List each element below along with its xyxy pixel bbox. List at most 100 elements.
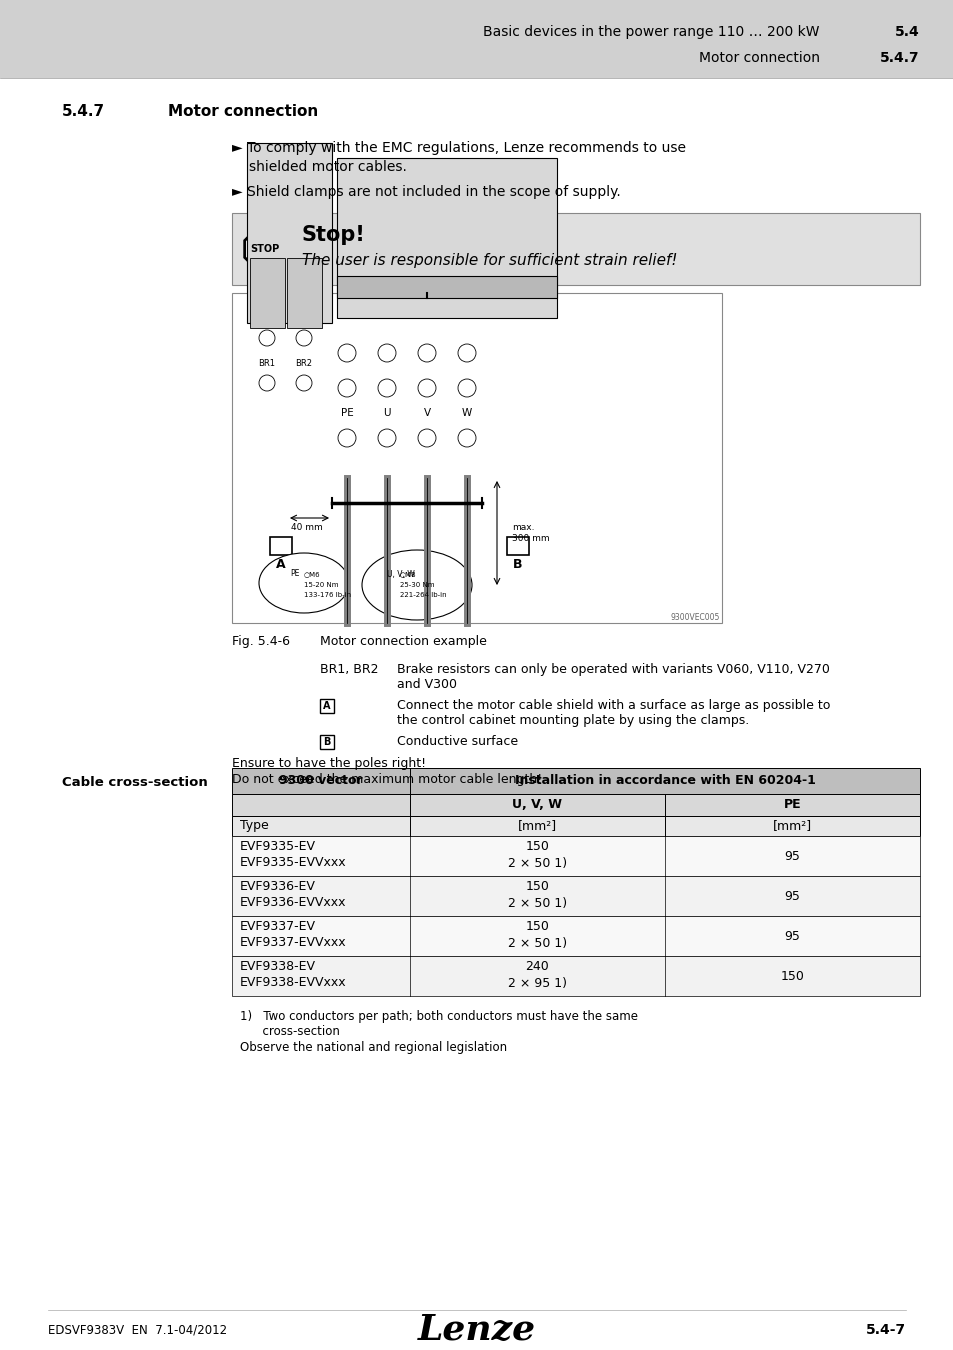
Bar — [287, 258, 322, 328]
Text: ○M6: ○M6 — [304, 571, 320, 576]
Text: 40 mm: 40 mm — [291, 524, 322, 532]
Circle shape — [295, 329, 312, 346]
Circle shape — [457, 344, 476, 362]
Text: shielded motor cables.: shielded motor cables. — [249, 161, 406, 174]
Ellipse shape — [361, 549, 472, 620]
Text: U, V, W: U, V, W — [387, 570, 415, 579]
Bar — [232, 956, 919, 996]
Circle shape — [377, 344, 395, 362]
Text: ► Shield clamps are not included in the scope of supply.: ► Shield clamps are not included in the … — [232, 185, 620, 198]
Circle shape — [457, 379, 476, 397]
Bar — [319, 734, 334, 749]
Text: 9300VEC005: 9300VEC005 — [670, 613, 720, 621]
Bar — [0, 0, 953, 78]
Text: EVF9336-EV: EVF9336-EV — [240, 880, 315, 894]
Text: Brake resistors can only be operated with variants V060, V110, V270: Brake resistors can only be operated wit… — [396, 663, 829, 676]
Text: BR1, BR2: BR1, BR2 — [319, 663, 378, 676]
Text: 2 × 50 1): 2 × 50 1) — [507, 937, 566, 949]
Text: 95: 95 — [783, 890, 800, 903]
Text: 150: 150 — [525, 880, 549, 894]
Circle shape — [377, 379, 395, 397]
Text: Stop!: Stop! — [302, 225, 365, 244]
Text: 133-176 lb-in: 133-176 lb-in — [304, 593, 351, 598]
Bar — [319, 699, 334, 713]
Text: Conductive surface: Conductive surface — [396, 734, 517, 748]
Text: 25-30 Nm: 25-30 Nm — [399, 582, 434, 589]
Circle shape — [377, 429, 395, 447]
Text: 150: 150 — [780, 969, 803, 983]
Text: [mm²]: [mm²] — [517, 819, 557, 833]
Text: 5.4: 5.4 — [894, 26, 919, 39]
Text: B: B — [513, 558, 522, 571]
Text: BR1: BR1 — [258, 359, 275, 367]
Bar — [250, 258, 285, 328]
Text: EVF9336-EVVxxx: EVF9336-EVVxxx — [240, 896, 346, 910]
Bar — [232, 815, 919, 836]
Text: 221-264 lb-in: 221-264 lb-in — [399, 593, 446, 598]
Circle shape — [295, 375, 312, 391]
Circle shape — [417, 379, 436, 397]
Text: ► To comply with the EMC regulations, Lenze recommends to use: ► To comply with the EMC regulations, Le… — [232, 140, 685, 155]
Text: PE: PE — [782, 798, 801, 811]
Text: 2 × 50 1): 2 × 50 1) — [507, 896, 566, 910]
Text: Motor connection: Motor connection — [168, 104, 318, 120]
Bar — [232, 794, 919, 815]
Text: EVF9335-EVVxxx: EVF9335-EVVxxx — [240, 856, 346, 869]
Bar — [232, 293, 721, 622]
Text: and V300: and V300 — [396, 678, 456, 691]
Text: 150: 150 — [525, 921, 549, 933]
Text: A: A — [323, 701, 331, 711]
Bar — [232, 836, 919, 876]
Text: 95: 95 — [783, 849, 800, 863]
Bar — [247, 143, 332, 323]
Polygon shape — [244, 228, 285, 270]
Text: 5.4.7: 5.4.7 — [880, 51, 919, 65]
Text: [mm²]: [mm²] — [772, 819, 811, 833]
Text: Observe the national and regional legislation: Observe the national and regional legisl… — [240, 1041, 507, 1054]
Ellipse shape — [258, 554, 349, 613]
Circle shape — [417, 344, 436, 362]
Text: Connect the motor cable shield with a surface as large as possible to: Connect the motor cable shield with a su… — [396, 699, 829, 711]
Text: 9300 vector: 9300 vector — [279, 775, 362, 787]
Circle shape — [337, 379, 355, 397]
Bar — [232, 917, 919, 956]
Text: Do not exceed the maximum motor cable length!: Do not exceed the maximum motor cable le… — [232, 774, 541, 786]
Text: STOP: STOP — [250, 244, 279, 254]
Circle shape — [337, 344, 355, 362]
Circle shape — [457, 429, 476, 447]
Text: EVF9337-EV: EVF9337-EV — [240, 921, 315, 933]
Text: PE: PE — [290, 570, 299, 579]
Text: Fig. 5.4-6: Fig. 5.4-6 — [232, 634, 290, 648]
Text: BR2: BR2 — [295, 359, 313, 367]
Circle shape — [258, 375, 274, 391]
Text: 2 × 50 1): 2 × 50 1) — [507, 856, 566, 869]
Text: 15-20 Nm: 15-20 Nm — [304, 582, 338, 589]
Text: EVF9335-EV: EVF9335-EV — [240, 841, 315, 853]
Bar — [232, 876, 919, 917]
Circle shape — [337, 429, 355, 447]
Text: EVF9337-EVVxxx: EVF9337-EVVxxx — [240, 937, 346, 949]
Text: the control cabinet mounting plate by using the clamps.: the control cabinet mounting plate by us… — [396, 714, 748, 728]
Text: V: V — [423, 408, 430, 418]
Text: Lenze: Lenze — [417, 1314, 536, 1347]
Text: 1)   Two conductors per path; both conductors must have the same: 1) Two conductors per path; both conduct… — [240, 1010, 638, 1023]
Text: cross-section: cross-section — [240, 1025, 339, 1038]
Text: 240: 240 — [525, 960, 549, 973]
Text: The user is responsible for sufficient strain relief!: The user is responsible for sufficient s… — [302, 254, 677, 269]
Circle shape — [258, 329, 274, 346]
Text: EDSVF9383V  EN  7.1-04/2012: EDSVF9383V EN 7.1-04/2012 — [48, 1323, 227, 1336]
Bar — [232, 213, 919, 285]
Text: ○M8: ○M8 — [399, 571, 416, 576]
Text: EVF9338-EV: EVF9338-EV — [240, 960, 315, 973]
Circle shape — [417, 429, 436, 447]
Bar — [336, 275, 557, 298]
Text: Motor connection example: Motor connection example — [319, 634, 486, 648]
Text: 95: 95 — [783, 930, 800, 942]
Text: 2 × 95 1): 2 × 95 1) — [507, 976, 566, 990]
Text: max.
300 mm: max. 300 mm — [512, 524, 549, 543]
Text: Cable cross-section: Cable cross-section — [62, 775, 208, 788]
Text: EVF9338-EVVxxx: EVF9338-EVVxxx — [240, 976, 346, 990]
Text: PE: PE — [340, 408, 353, 418]
Text: U: U — [383, 408, 391, 418]
Text: 150: 150 — [525, 841, 549, 853]
